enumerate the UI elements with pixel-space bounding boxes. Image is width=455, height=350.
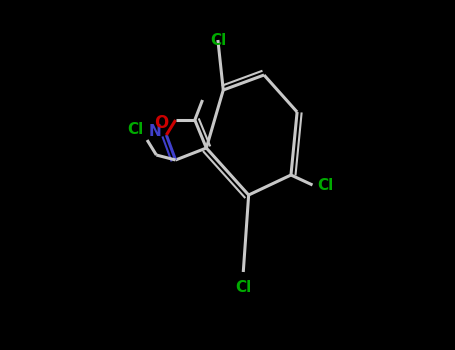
Text: Cl: Cl bbox=[127, 121, 144, 136]
Text: O: O bbox=[154, 114, 168, 133]
Text: Cl: Cl bbox=[235, 280, 252, 295]
Text: Cl: Cl bbox=[210, 33, 226, 48]
Text: Cl: Cl bbox=[318, 177, 334, 192]
Text: N: N bbox=[148, 124, 161, 139]
